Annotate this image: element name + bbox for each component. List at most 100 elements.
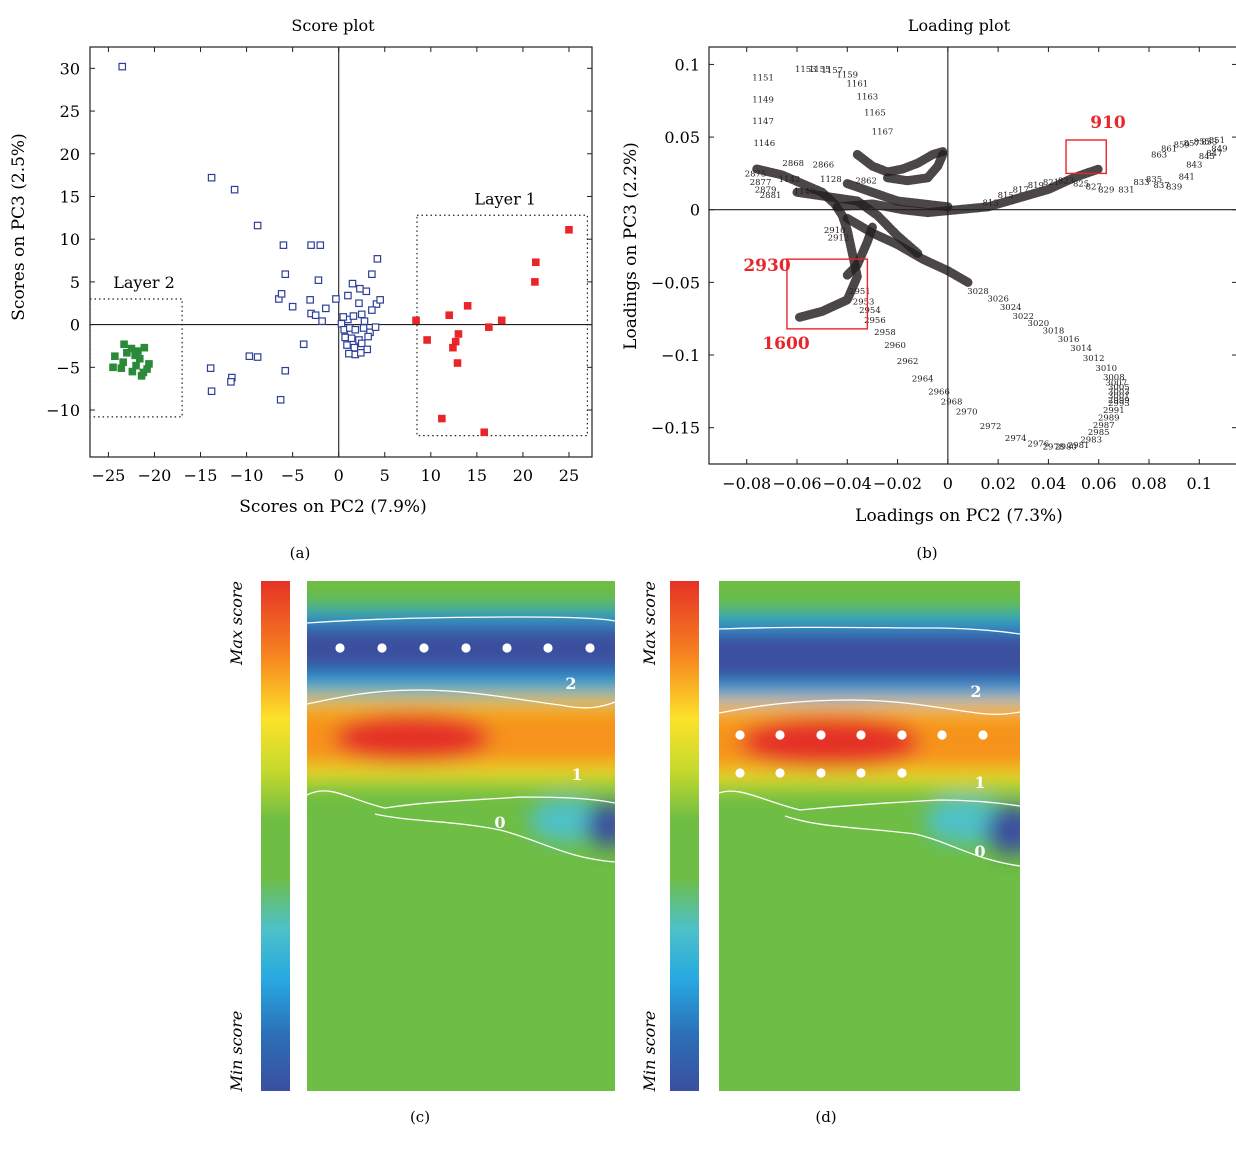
loading-plot-ytick-label: 0.05 xyxy=(664,128,700,147)
loading-point-label: 857 xyxy=(1184,139,1200,149)
loading-cluster xyxy=(842,222,877,280)
score-plot-ytick-label: −5 xyxy=(56,358,80,377)
sample-dot xyxy=(897,768,907,778)
panel-label-d: (d) xyxy=(815,1108,836,1126)
score-point-other xyxy=(339,313,348,321)
score-point-other xyxy=(376,296,384,304)
score-plot-xtick-label: 10 xyxy=(421,466,441,485)
loading-point-label: 2862 xyxy=(855,177,877,187)
score-plot-ytick-label: 30 xyxy=(60,59,80,78)
score-point-other xyxy=(281,366,290,375)
score-point-other xyxy=(288,302,297,311)
score-point-other xyxy=(357,348,365,357)
sample-dot xyxy=(502,643,512,653)
loading-point-label: 843 xyxy=(1186,161,1202,171)
loading-point-label: 837 xyxy=(1153,181,1169,191)
score-plot-xtick-label: 25 xyxy=(559,466,579,485)
loading-point-label: 2879 xyxy=(755,185,777,195)
sample-dot xyxy=(978,730,988,740)
score-point-other xyxy=(253,221,262,230)
colorbar-d-min-label: Min score xyxy=(640,1011,659,1093)
loading-point-label: 2912 xyxy=(828,233,850,243)
heatmap-c-label-0: 0 xyxy=(494,813,505,832)
loading-point-label: 3016 xyxy=(1058,335,1080,345)
sample-dot xyxy=(816,768,826,778)
sample-dot xyxy=(377,643,387,653)
score-point-other xyxy=(341,333,349,342)
panel-label-b: (b) xyxy=(916,544,937,562)
score-point-other xyxy=(207,387,216,396)
score-point-other xyxy=(363,345,372,354)
colorbar-c-max-label: Max score xyxy=(227,581,246,666)
score-plot-xtick-label: 0 xyxy=(334,466,344,485)
loading-point-label: 851 xyxy=(1209,136,1225,146)
loading-point-label: 3014 xyxy=(1070,344,1092,354)
score-plot-ytick-label: 0 xyxy=(70,316,80,335)
loading-point-label: 823 xyxy=(1058,177,1074,187)
heatmap-d-label-2: 2 xyxy=(970,682,981,701)
score-point-other xyxy=(322,304,330,313)
score-plot-ytick-label: −10 xyxy=(46,401,80,420)
loading-point-label: 2881 xyxy=(760,191,782,201)
loading-point-label: 831 xyxy=(1118,185,1134,195)
score-point-other xyxy=(347,334,356,343)
loading-plot-ytick-label: −0.05 xyxy=(651,273,700,292)
score-point-other xyxy=(314,276,323,284)
sample-dot xyxy=(816,730,826,740)
score-point-other xyxy=(276,395,285,404)
score-point-other xyxy=(371,323,380,331)
highlight-label-1600: 1600 xyxy=(762,334,809,354)
score-point-layer2 xyxy=(109,363,117,372)
highlight-label-2930: 2930 xyxy=(743,256,790,276)
loading-point-label: 849 xyxy=(1211,145,1227,155)
loading-point-label: 2983 xyxy=(1080,435,1102,445)
loading-point-label: 2953 xyxy=(853,297,875,307)
sample-dot xyxy=(419,643,429,653)
loading-point-label: 1147 xyxy=(752,117,774,127)
loading-plot-xtick-label: −0.04 xyxy=(823,474,872,493)
score-point-layer2 xyxy=(143,365,151,373)
score-point-layer2 xyxy=(131,351,139,360)
loading-cluster xyxy=(792,187,923,258)
loading-point-label: 839 xyxy=(1166,182,1182,192)
colorbar-c-min-label: Min score xyxy=(227,1011,246,1093)
sample-dot xyxy=(543,643,553,653)
heatmap-c-field xyxy=(307,581,615,1091)
score-plot-ytick-label: 5 xyxy=(70,273,80,292)
score-plot-xtick-label: −5 xyxy=(281,466,305,485)
score-point-layer2 xyxy=(132,361,140,370)
score-plot-title: Score plot xyxy=(291,16,375,35)
loading-point-label: 845 xyxy=(1199,152,1215,162)
score-point-other xyxy=(368,270,376,279)
loading-plot-xtick-label: 0.1 xyxy=(1187,474,1212,493)
loading-point-label: 835 xyxy=(1146,175,1162,185)
loading-highlight-box-2930 xyxy=(786,258,869,330)
contour-c-1 xyxy=(307,790,615,809)
loading-point-label: 2951 xyxy=(849,287,871,297)
colorbar-d xyxy=(670,581,699,1091)
loading-point-label: 2974 xyxy=(1005,434,1027,444)
score-plot-xtick-label: −20 xyxy=(138,466,172,485)
loading-point-label: 1155 xyxy=(809,65,831,75)
contour-d-top xyxy=(719,626,1020,635)
sample-dot xyxy=(775,768,785,778)
sample-dot xyxy=(735,768,745,778)
score-plot-ytick-label: 25 xyxy=(60,102,80,121)
loading-point-label: 1140 xyxy=(794,187,816,197)
heatmap-d-label-0: 0 xyxy=(974,842,985,861)
score-plot-region-1 xyxy=(416,214,588,437)
score-point-layer1 xyxy=(565,225,573,234)
score-point-other xyxy=(364,332,372,341)
score-plot-xtick-label: −15 xyxy=(184,466,218,485)
score-point-layer1 xyxy=(463,302,472,310)
contour-d-1 xyxy=(719,790,1020,811)
loading-point-label: 2968 xyxy=(941,398,963,408)
score-point-other xyxy=(344,291,352,300)
loading-point-label: 825 xyxy=(1073,180,1089,190)
score-point-other xyxy=(318,317,326,325)
loading-point-label: 1146 xyxy=(753,139,775,149)
score-point-layer1 xyxy=(451,337,460,346)
score-plot-ytick-label: 15 xyxy=(60,187,80,206)
